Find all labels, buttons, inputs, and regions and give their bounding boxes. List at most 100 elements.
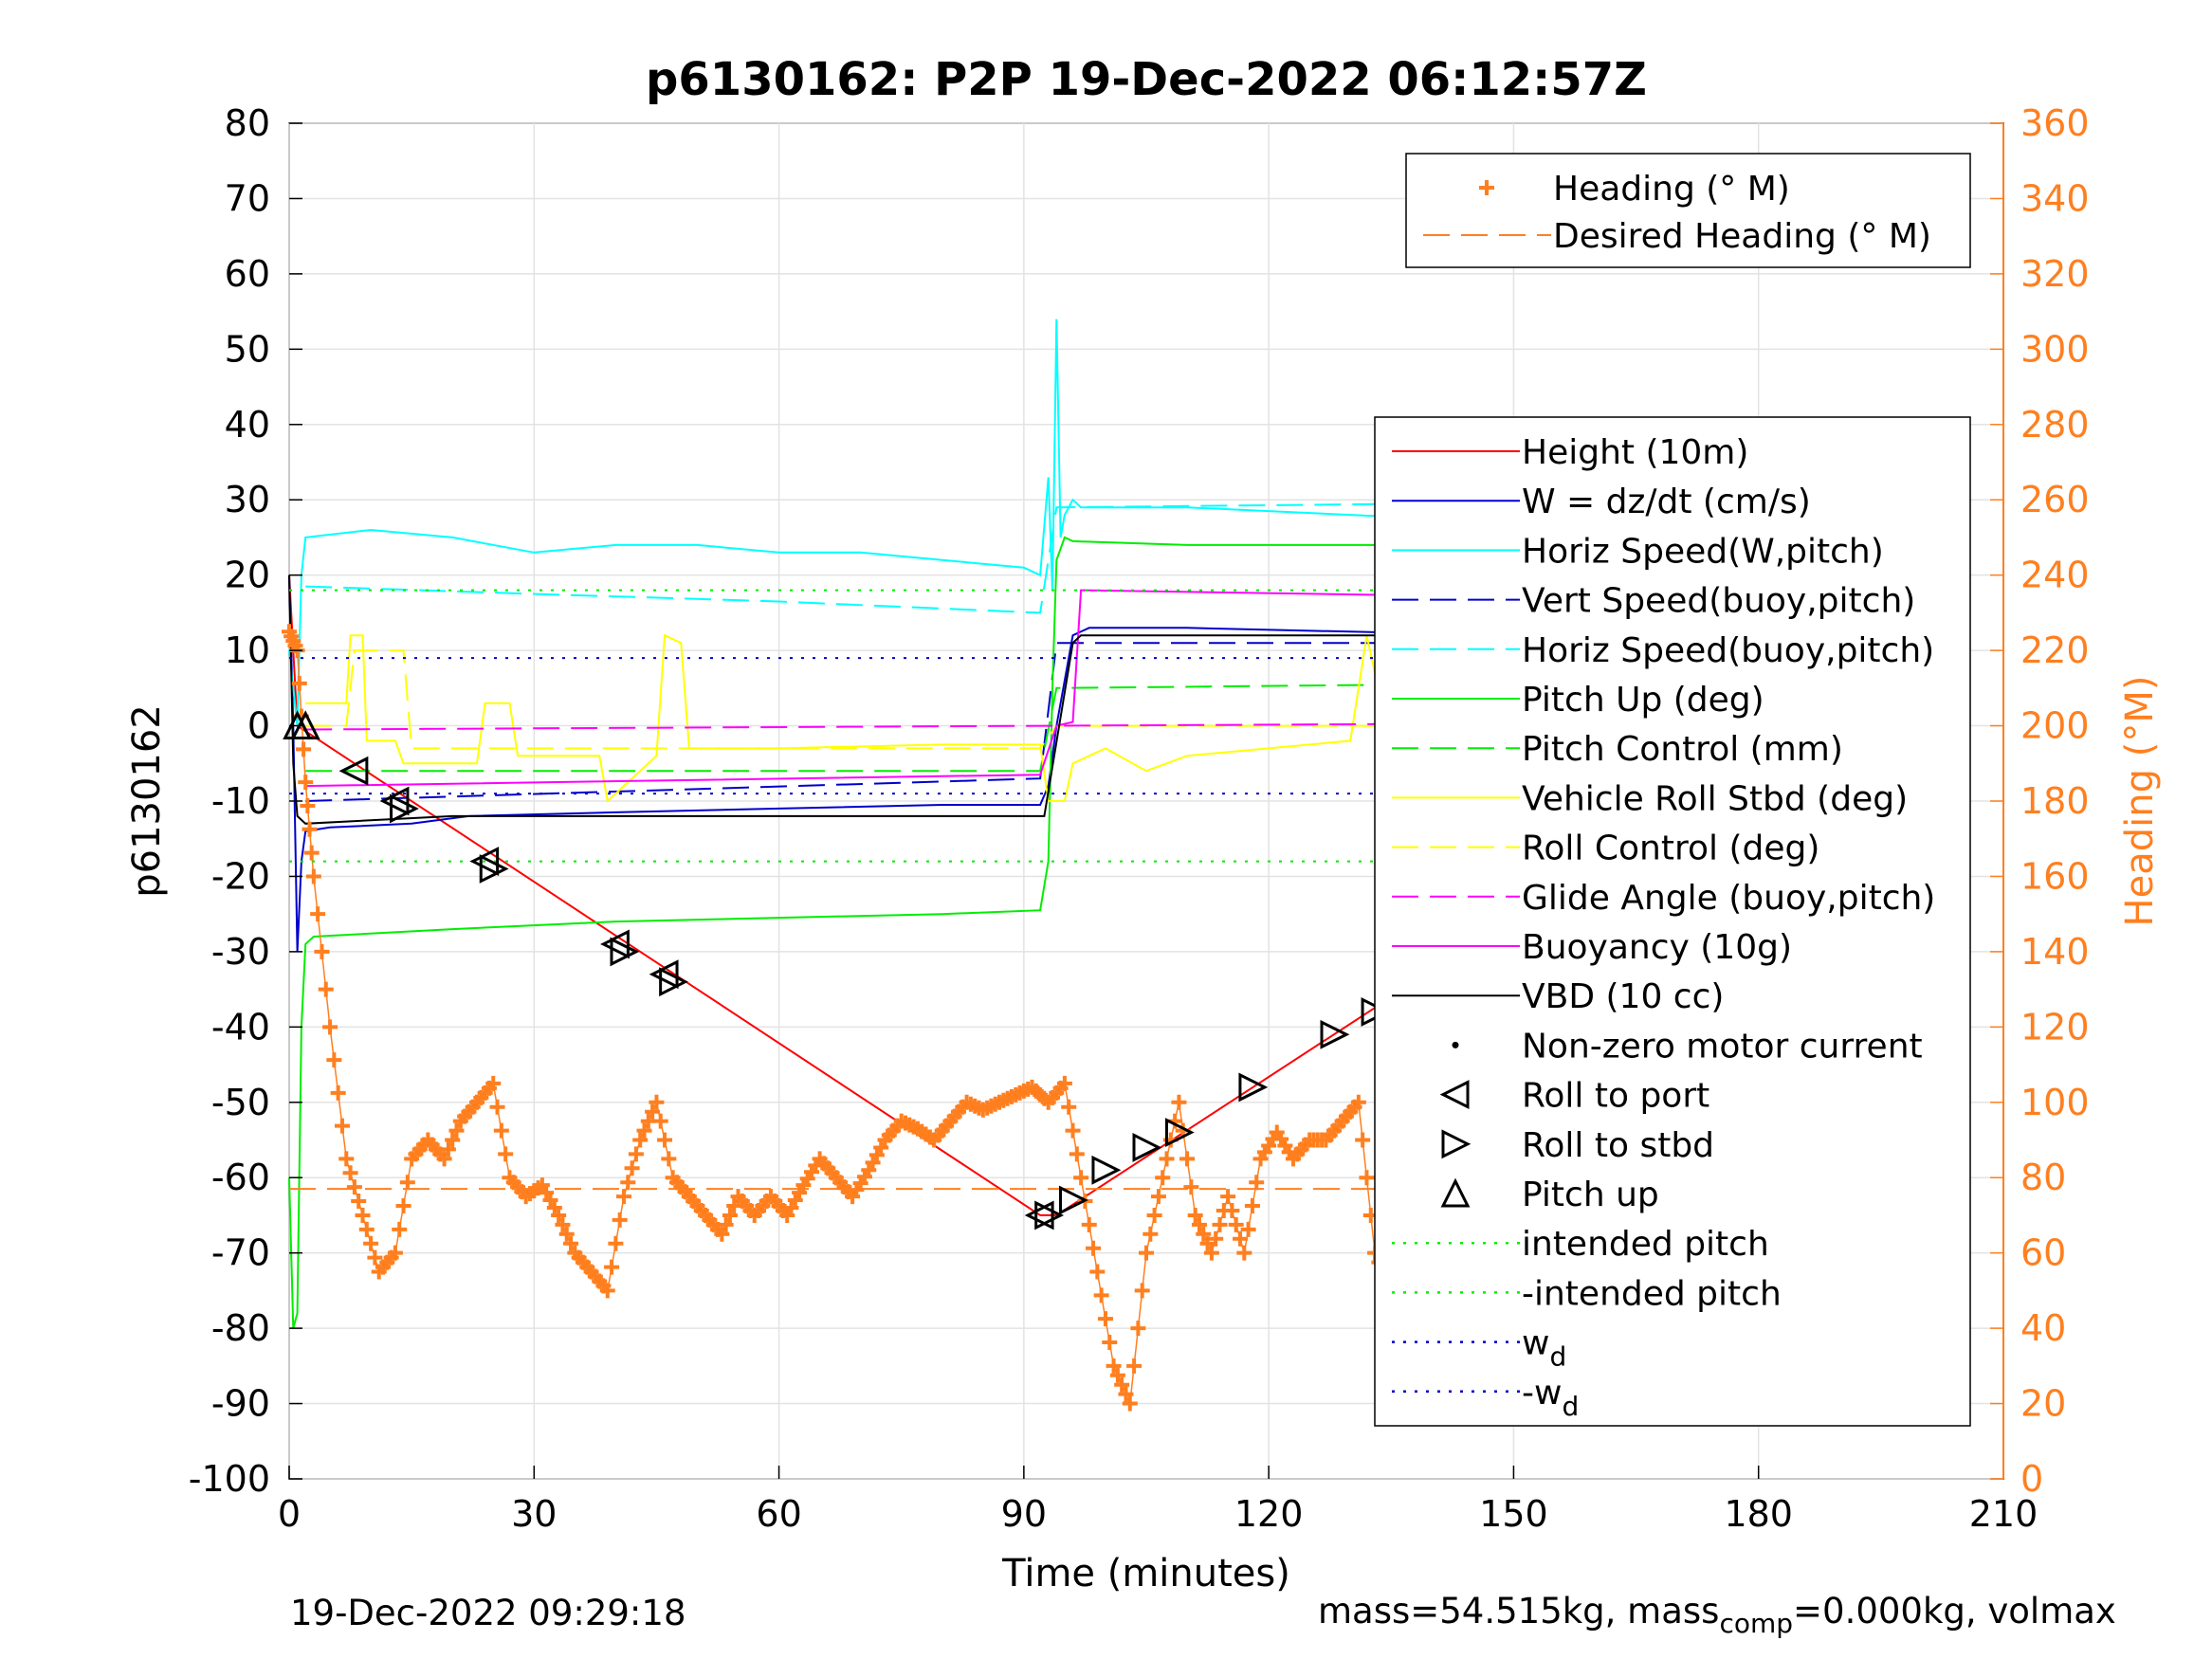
heading-point xyxy=(351,1194,367,1210)
legend-box xyxy=(1374,416,1971,1427)
heading-point xyxy=(1183,1179,1199,1195)
legend-entry: Heading (° M) xyxy=(1553,170,1790,209)
heading-point xyxy=(722,1207,738,1223)
roll-port-marker xyxy=(649,959,679,990)
heading-point xyxy=(1102,1335,1118,1351)
heading-point xyxy=(1122,1395,1138,1412)
roll-port-marker xyxy=(1024,1200,1054,1231)
legend-entry: -intended pitch xyxy=(1522,1274,1782,1313)
heading-point xyxy=(652,1113,668,1129)
heading-point xyxy=(1159,1151,1175,1167)
heading-point xyxy=(1179,1151,1196,1167)
heading-point xyxy=(448,1122,465,1139)
heading-point xyxy=(310,906,326,922)
heading-point xyxy=(1069,1146,1085,1162)
roll-stbd-marker xyxy=(610,937,640,967)
heading-point xyxy=(555,1216,571,1232)
roll-stbd-marker xyxy=(1091,1155,1122,1185)
heading-point xyxy=(334,1118,350,1134)
heading-point xyxy=(1212,1216,1228,1232)
y-left-tick-label: 0 xyxy=(247,705,270,747)
x-tick-label: 120 xyxy=(1234,1493,1304,1535)
heading-point xyxy=(318,981,334,997)
roll-port-marker xyxy=(469,847,500,876)
heading-point xyxy=(1143,1226,1159,1242)
x-tick-label: 90 xyxy=(1001,1493,1047,1535)
y-axis-label-left: p6130162 xyxy=(125,704,169,898)
heading-point xyxy=(1081,1216,1097,1232)
x-tick-label: 0 xyxy=(278,1493,301,1535)
legend-main: Height (10m) W = dz/dt (cm/s) Horiz Speed(… xyxy=(1374,416,1971,1427)
heading-point xyxy=(436,1151,452,1167)
roll-stbd-marker xyxy=(1238,1072,1269,1103)
heading-point xyxy=(1171,1094,1187,1110)
heading-point xyxy=(399,1175,415,1191)
legend-entry: Pitch Control (mm) xyxy=(1522,730,1843,769)
heading-point xyxy=(387,1245,403,1261)
heading-point xyxy=(1233,1231,1249,1247)
heading-point xyxy=(1236,1245,1252,1261)
heading-point xyxy=(624,1160,640,1176)
roll-port-marker xyxy=(600,929,630,959)
heading-point xyxy=(314,943,330,959)
heading-point xyxy=(346,1179,362,1195)
heading-point xyxy=(1187,1207,1203,1223)
heading-point xyxy=(599,1283,615,1299)
heading-point xyxy=(367,1249,383,1266)
footer-mass: mass=54.515kg, masscomp=0.000kg, volmax xyxy=(1318,1591,2116,1639)
legend-entry: Buoyancy (10g) xyxy=(1522,928,1792,967)
y-left-tick-label: -100 xyxy=(189,1458,270,1500)
legend-entry: intended pitch xyxy=(1522,1225,1769,1264)
y-right-tick-label: 240 xyxy=(2020,555,2090,596)
legend-entry: VBD (10 cc) xyxy=(1522,977,1724,1016)
legend-entry: Height (10m) xyxy=(1522,433,1748,472)
legend-sample xyxy=(1440,1177,1471,1208)
heading-point xyxy=(1118,1386,1134,1402)
legend-entry: Vert Speed(buoy,pitch) xyxy=(1522,582,1915,621)
legend-entry: Glide Angle (buoy,pitch) xyxy=(1522,879,1935,918)
heading-point xyxy=(342,1165,358,1181)
heading-point xyxy=(358,1221,375,1237)
heading-point xyxy=(305,868,321,884)
legend-sample xyxy=(1479,180,1494,195)
legend-entry: Roll to stbd xyxy=(1522,1126,1714,1165)
heading-point xyxy=(1150,1189,1166,1205)
y-right-tick-label: 200 xyxy=(2020,705,2090,747)
x-tick-label: 30 xyxy=(511,1493,557,1535)
footer-mass-text-end: =0.000kg, volmax xyxy=(1793,1591,2116,1632)
heading-point xyxy=(1359,1170,1375,1186)
heading-point xyxy=(291,675,307,691)
y-left-tick-label: -60 xyxy=(211,1157,270,1198)
heading-point xyxy=(355,1207,371,1223)
y-left-tick-label: 10 xyxy=(225,629,270,671)
heading-point xyxy=(1146,1207,1162,1223)
footer-timestamp: 19-Dec-2022 09:29:18 xyxy=(290,1593,686,1633)
legend-entry: Horiz Speed(W,pitch) xyxy=(1522,532,1884,571)
heading-point xyxy=(1240,1221,1256,1237)
heading-point xyxy=(395,1198,411,1214)
heading-point xyxy=(1249,1175,1265,1191)
heading-point xyxy=(1155,1170,1171,1186)
heading-point xyxy=(1061,1099,1077,1115)
heading-point xyxy=(1089,1264,1106,1280)
heading-point xyxy=(661,1151,677,1167)
y-left-tick-label: -40 xyxy=(211,1006,270,1048)
x-tick-label: 60 xyxy=(756,1493,801,1535)
heading-point xyxy=(1224,1202,1240,1218)
heading-point xyxy=(1065,1122,1081,1139)
heading-point xyxy=(1208,1231,1224,1247)
heading-point xyxy=(1220,1189,1236,1205)
heading-point xyxy=(657,1132,673,1148)
y-axis-label-right: Heading (°M) xyxy=(2118,676,2162,927)
roll-stbd-marker xyxy=(1320,1019,1350,1049)
legend-entry: Vehicle Roll Stbd (deg) xyxy=(1522,779,1908,818)
heading-point xyxy=(1134,1283,1150,1299)
heading-point xyxy=(1199,1235,1216,1251)
legend-box xyxy=(1405,153,1971,268)
x-axis-label: Time (minutes) xyxy=(1001,1552,1290,1595)
heading-point xyxy=(303,845,320,861)
legend-entry: Pitch Up (deg) xyxy=(1522,681,1764,720)
heading-point xyxy=(298,775,314,791)
series-line xyxy=(305,649,1808,750)
